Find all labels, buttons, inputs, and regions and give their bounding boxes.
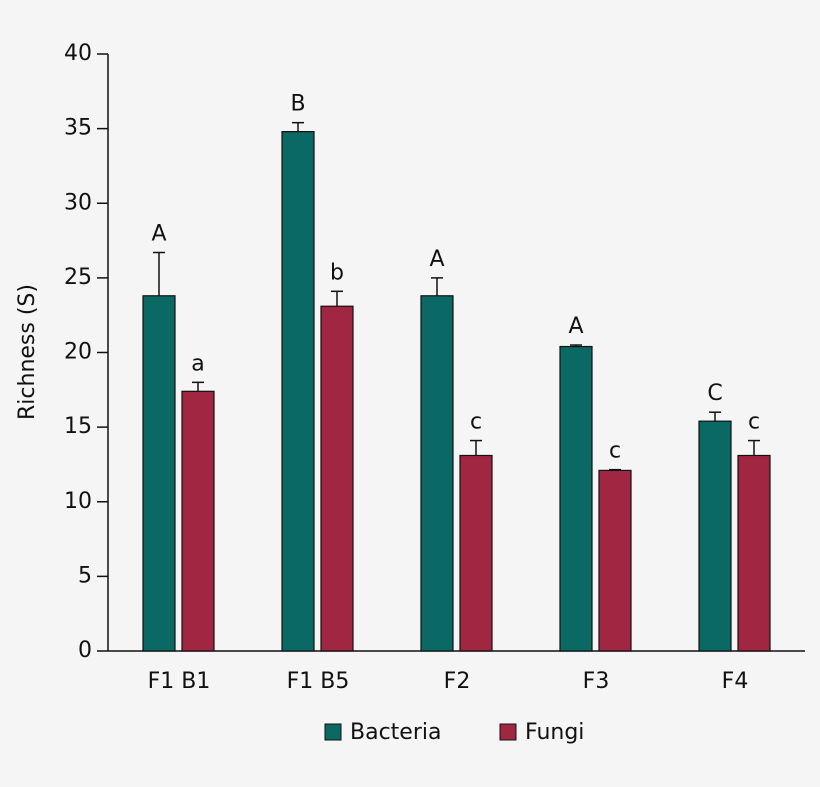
x-tick-label: F1 B1 bbox=[148, 669, 211, 694]
bar-annotation: c bbox=[470, 410, 482, 435]
bar-annotation: B bbox=[290, 92, 305, 117]
bar-annotation: A bbox=[429, 247, 444, 272]
y-tick-label: 15 bbox=[64, 414, 92, 439]
bar-annotation: A bbox=[151, 222, 166, 247]
x-tick-label: F3 bbox=[583, 669, 610, 694]
y-tick-label: 5 bbox=[78, 563, 92, 588]
y-tick-label: 0 bbox=[78, 638, 92, 663]
y-tick-label: 35 bbox=[64, 116, 92, 141]
bar-annotation: c bbox=[748, 410, 760, 435]
bar bbox=[420, 295, 454, 652]
x-tick-label: F2 bbox=[444, 669, 471, 694]
y-tick-label: 40 bbox=[64, 41, 92, 66]
bar-annotation: a bbox=[191, 351, 204, 376]
bar bbox=[281, 131, 315, 652]
y-tick-label: 20 bbox=[64, 340, 92, 365]
legend-swatch bbox=[324, 723, 342, 741]
y-tick-label: 10 bbox=[64, 489, 92, 514]
bar bbox=[598, 469, 632, 652]
y-axis-label: Richness (S) bbox=[15, 284, 40, 420]
bar-annotation: c bbox=[609, 439, 621, 464]
bar bbox=[459, 454, 493, 652]
legend-label: Bacteria bbox=[350, 720, 441, 745]
y-tick-label: 30 bbox=[64, 190, 92, 215]
x-tick-label: F1 B5 bbox=[287, 669, 350, 694]
bar-annotation: A bbox=[568, 314, 583, 339]
legend-swatch bbox=[499, 723, 517, 741]
bar bbox=[559, 345, 593, 652]
bar bbox=[698, 420, 732, 652]
bar-annotation: C bbox=[707, 381, 722, 406]
legend-label: Fungi bbox=[525, 720, 584, 745]
x-tick-label: F4 bbox=[722, 669, 749, 694]
bar-annotation: b bbox=[330, 260, 344, 285]
bar bbox=[737, 454, 771, 652]
bar bbox=[320, 305, 354, 652]
bar bbox=[142, 295, 176, 652]
bar bbox=[181, 390, 215, 652]
y-tick-label: 25 bbox=[64, 265, 92, 290]
